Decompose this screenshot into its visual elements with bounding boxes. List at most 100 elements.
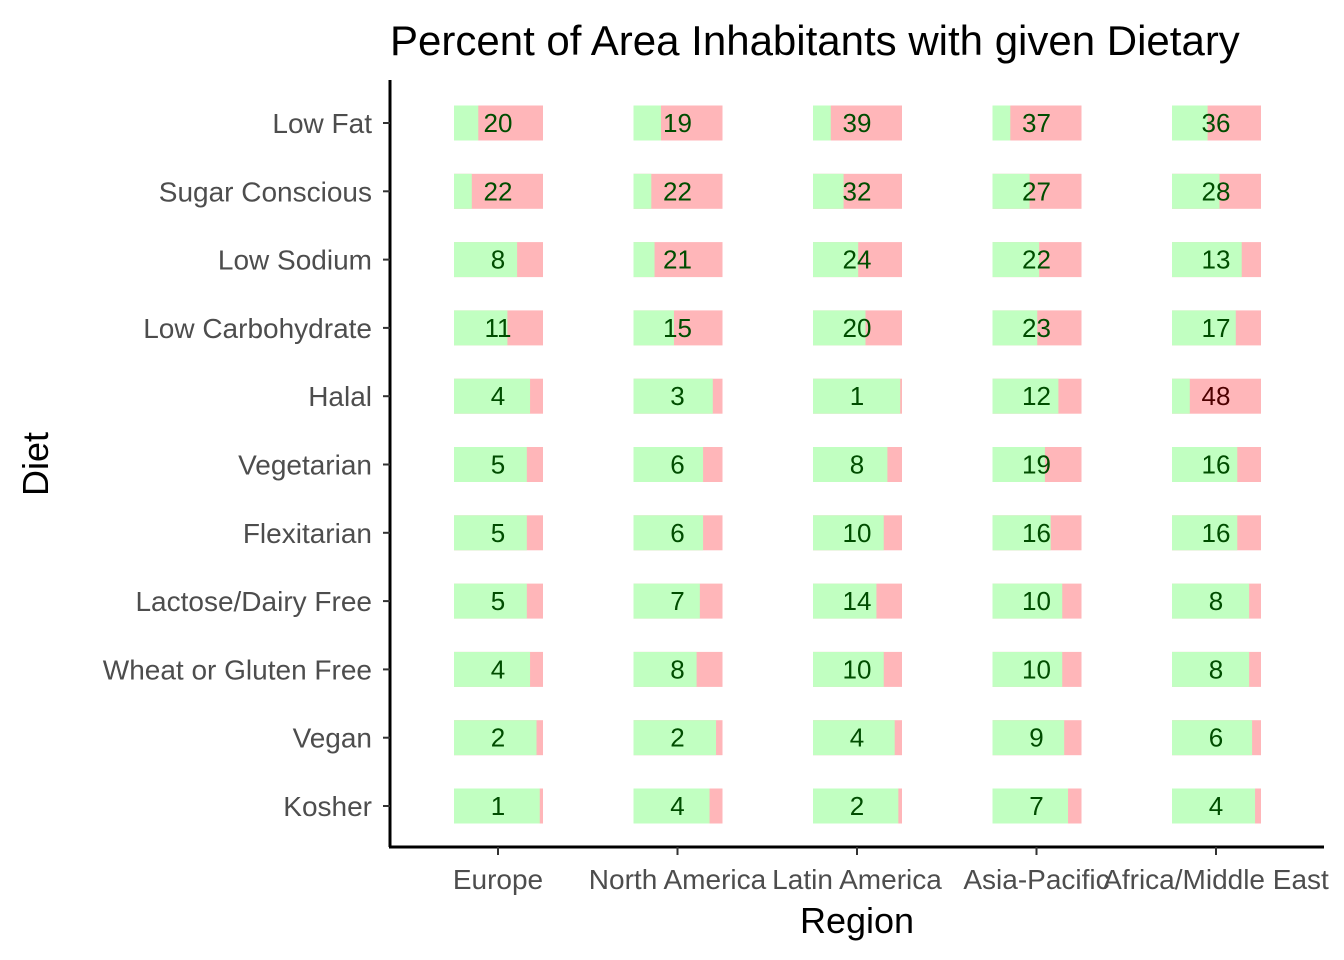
data-label: 5 xyxy=(491,586,505,616)
bar-value xyxy=(813,310,866,346)
x-tick-label: North America xyxy=(589,864,767,895)
data-label: 4 xyxy=(1209,791,1223,821)
data-label: 12 xyxy=(1022,381,1051,411)
data-label: 1 xyxy=(850,381,864,411)
bar-value xyxy=(633,310,674,346)
bar-value xyxy=(1172,515,1238,551)
y-tick-label: Flexitarian xyxy=(243,518,372,549)
data-label: 22 xyxy=(663,176,692,206)
data-label: 13 xyxy=(1202,245,1231,275)
chart-title: Percent of Area Inhabitants with given D… xyxy=(390,17,1240,64)
bar-value xyxy=(454,310,508,346)
data-label: 10 xyxy=(1022,654,1051,684)
x-tick-label: Latin America xyxy=(772,864,942,895)
x-tick-label: Asia-Pacific xyxy=(963,864,1109,895)
bar-value xyxy=(633,651,697,687)
y-axis-ticks: Low Fat Sugar Conscious Low Sodium Low Carb… xyxy=(103,108,390,822)
bar-value xyxy=(1172,173,1220,209)
y-tick-label: Low Fat xyxy=(272,108,372,139)
bar-value xyxy=(1172,651,1250,687)
data-label: 37 xyxy=(1022,108,1051,138)
bar-value xyxy=(992,310,1038,346)
bar-value xyxy=(633,173,652,209)
x-axis-ticks: Europe North America Latin America Asia-Pac… xyxy=(453,847,1329,895)
bar-value xyxy=(1172,788,1256,824)
bar-value xyxy=(992,788,1069,824)
data-label: 32 xyxy=(843,176,872,206)
bar-value xyxy=(454,447,527,482)
data-label: 4 xyxy=(850,723,864,753)
bar-value xyxy=(813,447,888,482)
bar-value xyxy=(813,720,895,756)
data-label: 17 xyxy=(1202,313,1231,343)
data-label: 16 xyxy=(1202,518,1231,548)
bar-value xyxy=(1172,242,1242,278)
y-tick-label: Halal xyxy=(308,381,372,412)
data-label: 20 xyxy=(484,108,513,138)
data-label: 8 xyxy=(491,245,505,275)
data-label: 19 xyxy=(1022,450,1051,480)
y-tick-label: Wheat or Gluten Free xyxy=(103,654,372,685)
data-label: 10 xyxy=(1022,586,1051,616)
bar-value xyxy=(813,378,901,414)
bar-value xyxy=(992,583,1063,619)
x-tick-label: Europe xyxy=(453,864,543,895)
bar-value xyxy=(633,378,713,414)
data-label: 48 xyxy=(1202,381,1231,411)
bar-value xyxy=(992,651,1063,687)
bar-value xyxy=(1172,310,1236,346)
data-label: 5 xyxy=(491,518,505,548)
bar-value xyxy=(992,173,1030,209)
y-tick-label: Sugar Conscious xyxy=(159,176,372,207)
y-tick-label: Vegan xyxy=(293,723,372,754)
bar-value xyxy=(454,515,527,551)
bar-value xyxy=(992,378,1059,414)
data-label: 7 xyxy=(1029,791,1043,821)
data-label: 28 xyxy=(1202,176,1231,206)
data-label: 22 xyxy=(1022,245,1051,275)
data-label: 6 xyxy=(670,518,684,548)
data-label: 4 xyxy=(670,791,684,821)
data-label: 10 xyxy=(843,654,872,684)
data-label: 2 xyxy=(850,791,864,821)
bar-value xyxy=(813,105,831,141)
bar-value xyxy=(454,105,479,141)
bar-value xyxy=(1172,105,1208,141)
bar-value xyxy=(454,583,527,619)
data-label: 27 xyxy=(1022,176,1051,206)
data-label: 8 xyxy=(670,654,684,684)
data-label: 39 xyxy=(843,108,872,138)
bar-value xyxy=(633,447,704,482)
data-label: 9 xyxy=(1029,723,1043,753)
y-tick-label: Kosher xyxy=(283,791,372,822)
bar-value xyxy=(992,720,1065,756)
data-label: 2 xyxy=(491,723,505,753)
bar-value xyxy=(454,788,540,824)
data-label: 8 xyxy=(1209,586,1223,616)
bar-value xyxy=(992,447,1045,482)
y-tick-label: Lactose/Dairy Free xyxy=(135,586,372,617)
data-label: 2 xyxy=(670,723,684,753)
bar-value xyxy=(813,788,899,824)
data-label: 14 xyxy=(843,586,872,616)
data-label: 16 xyxy=(1022,518,1051,548)
bar-value xyxy=(813,242,859,278)
data-label: 24 xyxy=(843,245,872,275)
data-label: 10 xyxy=(843,518,872,548)
data-label: 8 xyxy=(850,450,864,480)
x-axis-title: Region xyxy=(800,900,914,941)
data-label: 3 xyxy=(670,381,684,411)
data-label: 19 xyxy=(663,108,692,138)
bar-value xyxy=(454,651,531,687)
y-tick-label: Low Carbohydrate xyxy=(143,313,372,344)
data-label: 5 xyxy=(491,450,505,480)
bar-value xyxy=(633,788,710,824)
data-label: 4 xyxy=(491,654,505,684)
data-label: 22 xyxy=(484,176,513,206)
bar-value xyxy=(813,515,884,551)
bar-value xyxy=(1172,447,1238,482)
data-label: 4 xyxy=(491,381,505,411)
data-label: 16 xyxy=(1202,450,1231,480)
x-tick-label: Africa/Middle East xyxy=(1103,864,1329,895)
bar-value xyxy=(633,105,662,141)
